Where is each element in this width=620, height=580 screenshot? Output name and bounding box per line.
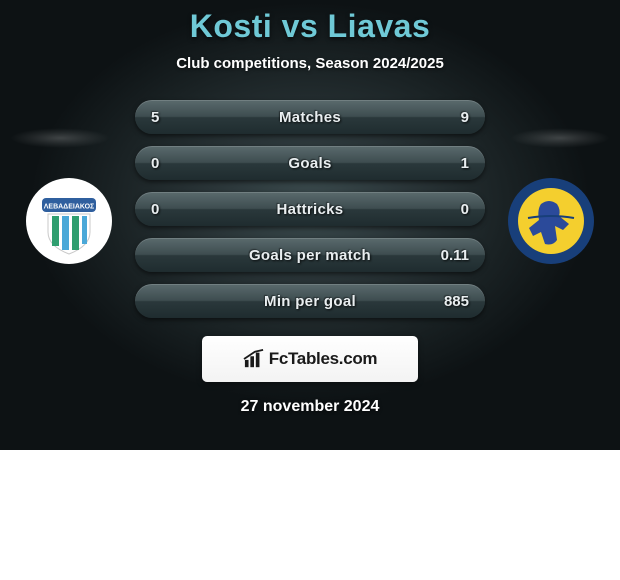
comparison-widget: Kosti vs Liavas Club competitions, Seaso… [0,0,620,450]
panetolikos-crest-icon [508,178,594,264]
team-crest-right [508,178,594,264]
stat-left-value: 0 [151,155,159,172]
stat-right-value: 885 [444,293,469,310]
stat-row-hattricks: 0 Hattricks 0 [135,192,485,226]
stat-label: Min per goal [264,293,356,310]
stat-row-min-per-goal: Min per goal 885 [135,284,485,318]
stat-right-value: 9 [461,109,469,126]
stat-row-goals: 0 Goals 1 [135,146,485,180]
crest-shadow-left [10,128,110,148]
stat-label: Goals per match [249,247,371,264]
team-crest-left: ΛΕΒΑΔΕΙΑΚΟΣ [26,178,112,264]
stat-left-value: 5 [151,109,159,126]
bar-chart-icon [243,349,265,369]
stats-list: 5 Matches 9 0 Goals 1 0 Hattricks 0 Goal… [135,100,485,318]
stat-right-value: 0.11 [441,247,469,264]
page-subtitle: Club competitions, Season 2024/2025 [0,55,620,72]
crest-shadow-right [510,128,610,148]
stat-label: Hattricks [277,201,344,218]
brand-link[interactable]: FcTables.com [202,336,418,382]
stat-left-value: 0 [151,201,159,218]
levadiakos-crest-icon: ΛΕΒΑΔΕΙΑΚΟΣ [26,178,112,264]
date-text: 27 november 2024 [0,398,620,416]
stat-row-matches: 5 Matches 9 [135,100,485,134]
stat-right-value: 0 [461,201,469,218]
stat-label: Matches [279,109,341,126]
page-title: Kosti vs Liavas [0,0,620,45]
stat-row-goals-per-match: Goals per match 0.11 [135,238,485,272]
brand-text: FcTables.com [269,349,378,369]
svg-text:ΛΕΒΑΔΕΙΑΚΟΣ: ΛΕΒΑΔΕΙΑΚΟΣ [44,204,95,211]
stat-label: Goals [288,155,331,172]
stat-right-value: 1 [461,155,469,172]
